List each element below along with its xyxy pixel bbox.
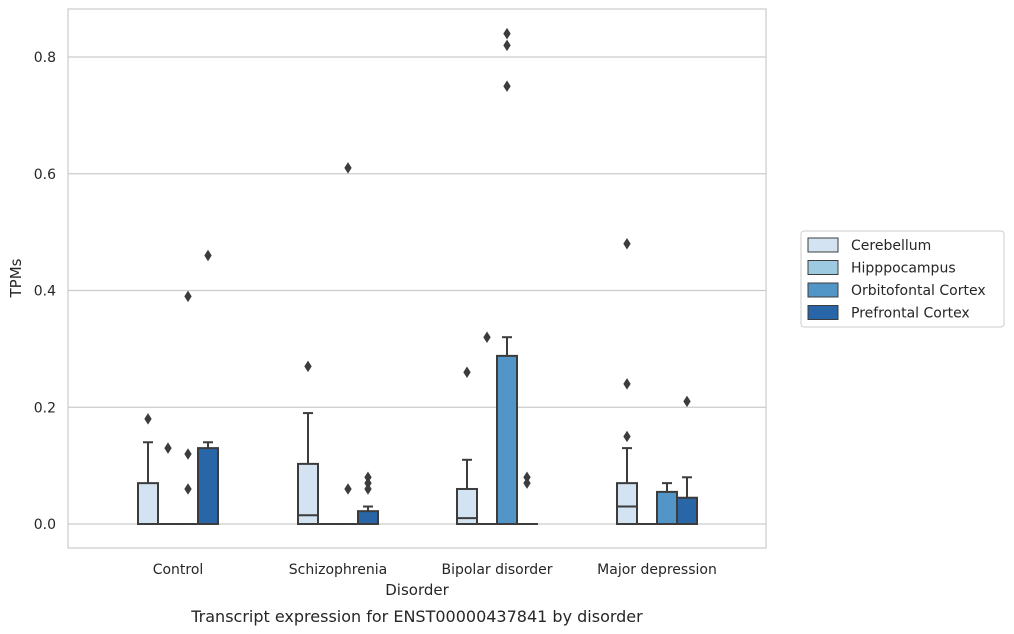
outlier-point xyxy=(344,483,352,495)
legend-frame xyxy=(800,230,1005,328)
box-body xyxy=(357,510,379,526)
outlier-point xyxy=(523,471,531,484)
box-0-2 xyxy=(456,366,478,526)
outlier-point xyxy=(304,360,312,373)
box-body xyxy=(676,496,698,526)
legend: Cerebellum Hipppocampus Orbitofontal Corte… xyxy=(800,230,1005,328)
box-body xyxy=(137,482,159,526)
legend-label: Cerebellum xyxy=(851,238,931,254)
legend-swatch xyxy=(807,237,839,253)
y-tick-label: 0.8 xyxy=(34,50,56,66)
legend-entries: Cerebellum Hipppocampus Orbitofontal Corte… xyxy=(807,237,986,322)
y-tick-label: 0.0 xyxy=(34,517,56,533)
box-body xyxy=(496,354,518,525)
chart-caption: Transcript expression for ENST0000043784… xyxy=(190,607,643,626)
x-tick-labels: Control Schizophrenia Bipolar disorder Majo… xyxy=(153,562,717,578)
outlier-point xyxy=(623,238,631,250)
box-3-1 xyxy=(357,471,379,526)
box-2-0 xyxy=(177,290,199,526)
legend-label: Hipppocampus xyxy=(851,261,956,277)
outlier-point xyxy=(503,27,511,40)
outlier-point xyxy=(483,331,491,343)
outlier-point xyxy=(683,395,691,408)
legend-label: Orbitofontal Cortex xyxy=(851,283,986,299)
box-body xyxy=(656,490,678,525)
outlier-point xyxy=(184,483,192,495)
outlier-point xyxy=(364,477,372,489)
legend-swatch xyxy=(807,282,839,298)
box-0-3 xyxy=(616,238,638,526)
outlier-point xyxy=(623,378,631,390)
box-2-1 xyxy=(337,162,359,526)
box-3-2 xyxy=(516,471,538,526)
outlier-point xyxy=(144,413,152,425)
outlier-point xyxy=(364,483,372,495)
legend-label: Prefrontal Cortex xyxy=(851,306,970,322)
box-0-1 xyxy=(297,360,319,525)
outlier-point xyxy=(523,477,531,489)
box-3-3 xyxy=(676,395,698,526)
box-3-0 xyxy=(197,249,219,525)
outlier-point xyxy=(364,471,372,484)
outlier-point xyxy=(164,442,172,454)
box-body xyxy=(616,482,638,526)
y-tick-label: 0.2 xyxy=(34,400,56,416)
x-tick-label: Control xyxy=(153,562,204,578)
x-tick-label: Schizophrenia xyxy=(289,562,387,578)
y-tick-labels: 0.0 0.2 0.4 0.6 0.8 xyxy=(34,50,56,533)
outlier-point xyxy=(503,39,511,52)
boxes xyxy=(137,27,698,526)
box-body xyxy=(197,447,219,525)
box-body xyxy=(297,462,319,525)
x-axis-label: Disorder xyxy=(385,581,449,599)
x-tick-label: Bipolar disorder xyxy=(441,562,552,578)
y-axis-label: TPMs xyxy=(7,258,25,298)
outlier-point xyxy=(503,80,511,92)
outlier-point xyxy=(463,366,471,378)
outlier-point xyxy=(623,430,631,443)
outlier-point xyxy=(204,249,212,262)
outlier-point xyxy=(184,290,192,303)
x-tick-label: Major depression xyxy=(597,562,717,578)
box-2-2 xyxy=(496,27,518,525)
outlier-point xyxy=(184,448,192,460)
box-0-0 xyxy=(137,413,159,526)
box-body xyxy=(456,487,478,526)
legend-swatch xyxy=(807,305,839,320)
plot-area xyxy=(67,8,767,549)
outlier-point xyxy=(344,162,352,174)
y-tick-label: 0.6 xyxy=(34,167,56,183)
legend-swatch xyxy=(807,260,839,275)
y-tick-label: 0.4 xyxy=(34,284,56,300)
